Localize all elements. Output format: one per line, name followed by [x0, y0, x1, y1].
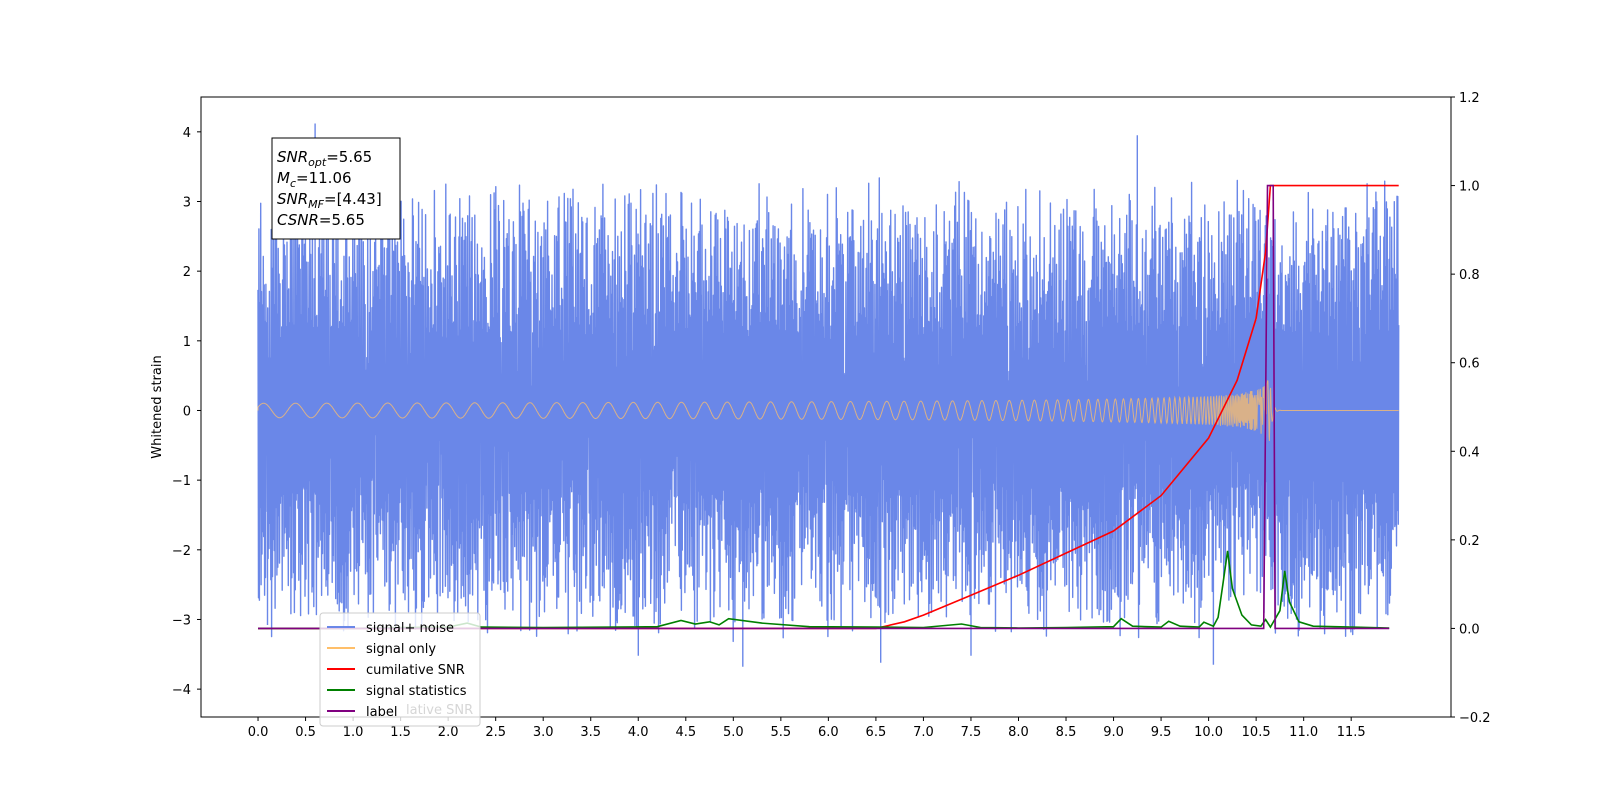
plot-frame [200, 96, 1452, 718]
x-tick-label: 1.5 [390, 725, 411, 740]
legend-label: signal only [366, 642, 436, 657]
info-value: =5.65 [326, 148, 372, 166]
y-left-tick-label: 2 [183, 265, 191, 280]
y-right-tick-label: 1.0 [1459, 180, 1480, 195]
legend-ghost-text: lative SNR [406, 703, 473, 718]
info-main: SNR [277, 148, 308, 166]
legend-label: signal statistics [366, 684, 467, 699]
x-tick-label: 11.0 [1289, 725, 1318, 740]
y-axis-right: 1.2 1.0 0.8 0.6 0.4 0.2 0.0 −0.2 [1451, 91, 1491, 726]
y-right-tick-label: 0.2 [1459, 534, 1480, 549]
x-tick-label: 10.0 [1194, 725, 1223, 740]
legend-label: label [366, 705, 397, 720]
x-tick-label: 2.0 [438, 725, 459, 740]
info-main: M [277, 169, 290, 187]
x-axis: 0.0 0.5 1.0 1.5 2.0 2.5 3.0 3.5 4.0 4.5 5.0 5.5 6.0 6… [248, 717, 1366, 740]
x-tick-label: 7.5 [961, 725, 982, 740]
x-tick-label: 1.0 [343, 725, 364, 740]
y-left-tick-label: 4 [183, 126, 191, 141]
y-left-tick-label: −4 [172, 683, 191, 698]
info-box-line: SNRopt=5.65 [277, 148, 372, 169]
info-subscript: c [290, 177, 296, 190]
y-right-tick-label: 1.2 [1459, 91, 1480, 106]
x-tick-label: 5.5 [771, 725, 792, 740]
y-left-tick-label: 0 [183, 404, 191, 419]
info-main: CSNR [277, 211, 319, 229]
x-tick-label: 9.5 [1151, 725, 1172, 740]
info-main: SNR [277, 190, 308, 208]
info-box-line: Mc=11.06 [277, 169, 352, 190]
info-value: =5.65 [319, 211, 365, 229]
legend-label: cumilative SNR [366, 663, 465, 678]
y-left-tick-label: −3 [172, 613, 191, 628]
x-tick-label: 0.0 [248, 725, 269, 740]
series-signal-noise-line [257, 123, 1400, 667]
info-value: =11.06 [296, 169, 352, 187]
x-tick-label: 7.0 [913, 725, 934, 740]
x-tick-label: 0.5 [295, 725, 316, 740]
x-tick-label: 3.0 [533, 725, 554, 740]
info-subscript: MF [308, 198, 324, 211]
series-signal-statistics-line [258, 550, 1390, 630]
y-right-tick-label: 0.6 [1459, 357, 1480, 372]
x-tick-label: 5.0 [723, 725, 744, 740]
info-box-line: SNRMF=[4.43] [277, 190, 382, 211]
info-value: =[4.43] [324, 190, 382, 208]
info-box-line: CSNR=5.65 [277, 211, 365, 229]
y-left-tick-label: −2 [172, 544, 191, 559]
y-left-tick-label: 1 [183, 335, 191, 350]
x-tick-label: 8.0 [1008, 725, 1029, 740]
x-tick-label: 2.5 [485, 725, 506, 740]
y-right-tick-label: 0.8 [1459, 268, 1480, 283]
x-tick-label: 10.5 [1242, 725, 1271, 740]
y-left-tick-label: −1 [172, 474, 191, 489]
x-tick-label: 6.0 [818, 725, 839, 740]
y-right-tick-label: 0.4 [1459, 445, 1480, 460]
x-tick-label: 9.0 [1103, 725, 1124, 740]
y-right-tick-label: 0.0 [1459, 622, 1480, 637]
info-subscript: opt [308, 156, 327, 169]
x-tick-label: 11.5 [1337, 725, 1366, 740]
x-tick-label: 6.5 [866, 725, 887, 740]
y-right-tick-label: −0.2 [1459, 711, 1491, 726]
y-left-tick-label: 3 [183, 195, 191, 210]
y-axis-label: Whitened strain [150, 355, 165, 458]
legend: lative SNR signal+ noise signal only cumil… [319, 612, 481, 727]
plot-area [257, 123, 1400, 667]
series-signal-only-line [257, 380, 1399, 442]
series-label-line [258, 184, 1390, 630]
x-tick-label: 8.5 [1056, 725, 1077, 740]
series-cumulative-snr-line [258, 184, 1399, 630]
x-tick-label: 4.5 [675, 725, 696, 740]
legend-label: signal+ noise [366, 621, 454, 636]
y-axis-left: 4 3 2 1 0 −1 −2 −3 −4 [172, 126, 201, 698]
x-tick-label: 4.0 [628, 725, 649, 740]
x-tick-label: 3.5 [580, 725, 601, 740]
